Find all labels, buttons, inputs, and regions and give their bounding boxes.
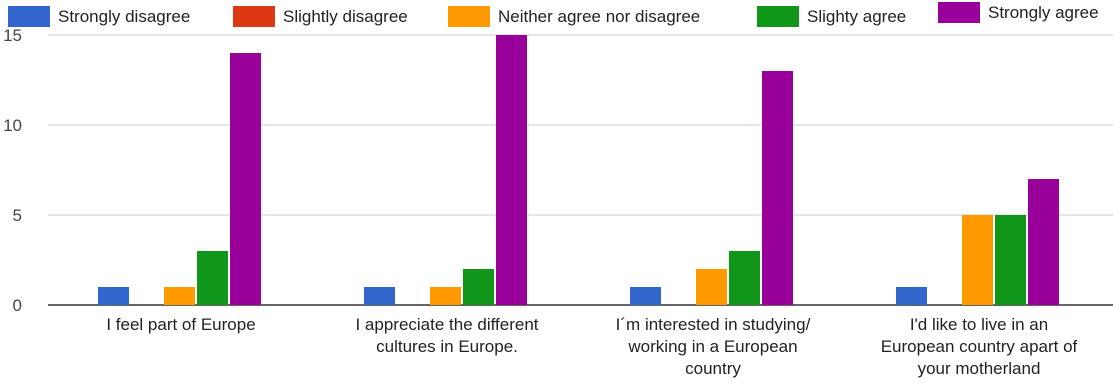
bar-slighty-agree [729, 251, 760, 305]
x-tick-label: I appreciate the different cultures in Eu… [355, 315, 538, 356]
bar-strongly-agree [1028, 179, 1059, 305]
bar-strongly-disagree [364, 287, 395, 305]
bar-neither-agree-nor-disagree [962, 215, 993, 305]
x-tick-label-line: working in a European [627, 337, 797, 356]
bar-slighty-agree [197, 251, 228, 305]
x-tick-label-line: country [685, 359, 741, 378]
x-tick-label-line: I feel part of Europe [106, 315, 255, 334]
legend-label: Slightly disagree [283, 6, 408, 26]
x-tick-label-line: cultures in Europe. [376, 337, 518, 356]
legend-swatch [448, 6, 490, 27]
bar-neither-agree-nor-disagree [430, 287, 461, 305]
x-tick-label-line: I appreciate the different [355, 315, 538, 334]
x-tick-label-line: your motherland [918, 359, 1041, 378]
x-tick-label: I feel part of Europe [106, 315, 255, 334]
bar-slighty-agree [995, 215, 1026, 305]
x-tick-label-line: European country apart of [881, 337, 1078, 356]
y-tick-label: 10 [3, 116, 22, 135]
legend-label: Strongly disagree [58, 6, 191, 26]
bar-strongly-disagree [630, 287, 661, 305]
bar-strongly-agree [230, 53, 261, 305]
x-tick-label-line: I'd like to live in an [910, 315, 1048, 334]
legend-label: Neither agree nor disagree [498, 6, 701, 26]
bar-strongly-disagree [896, 287, 927, 305]
y-tick-label: 5 [13, 206, 22, 225]
bar-slighty-agree [463, 269, 494, 305]
legend-swatch [8, 6, 50, 27]
legend-item: Strongly disagree [8, 6, 190, 27]
legend-swatch [757, 6, 799, 27]
legend-label: Slighty agree [807, 6, 907, 26]
legend-item: Neither agree nor disagree [448, 6, 700, 27]
x-tick-label: I'd like to live in an European country a… [881, 315, 1078, 378]
legend-label: Strongly agree [988, 2, 1099, 22]
bar-neither-agree-nor-disagree [696, 269, 727, 305]
y-tick-label: 15 [3, 26, 22, 45]
legend-item: Strongly agree [938, 2, 1099, 23]
y-tick-label: 0 [13, 296, 22, 315]
x-tick-label-line: I´m interested in studying/ [616, 315, 811, 334]
x-tick-label: I´m interested in studying/working in a … [616, 315, 811, 378]
legend-item: Slightly disagree [233, 6, 408, 27]
legend-swatch [233, 6, 275, 27]
legend-swatch [938, 2, 980, 23]
legend-item: Slighty agree [757, 6, 906, 27]
bar-neither-agree-nor-disagree [164, 287, 195, 305]
bar-strongly-agree [496, 35, 527, 305]
bar-strongly-disagree [98, 287, 129, 305]
bar-strongly-agree [762, 71, 793, 305]
